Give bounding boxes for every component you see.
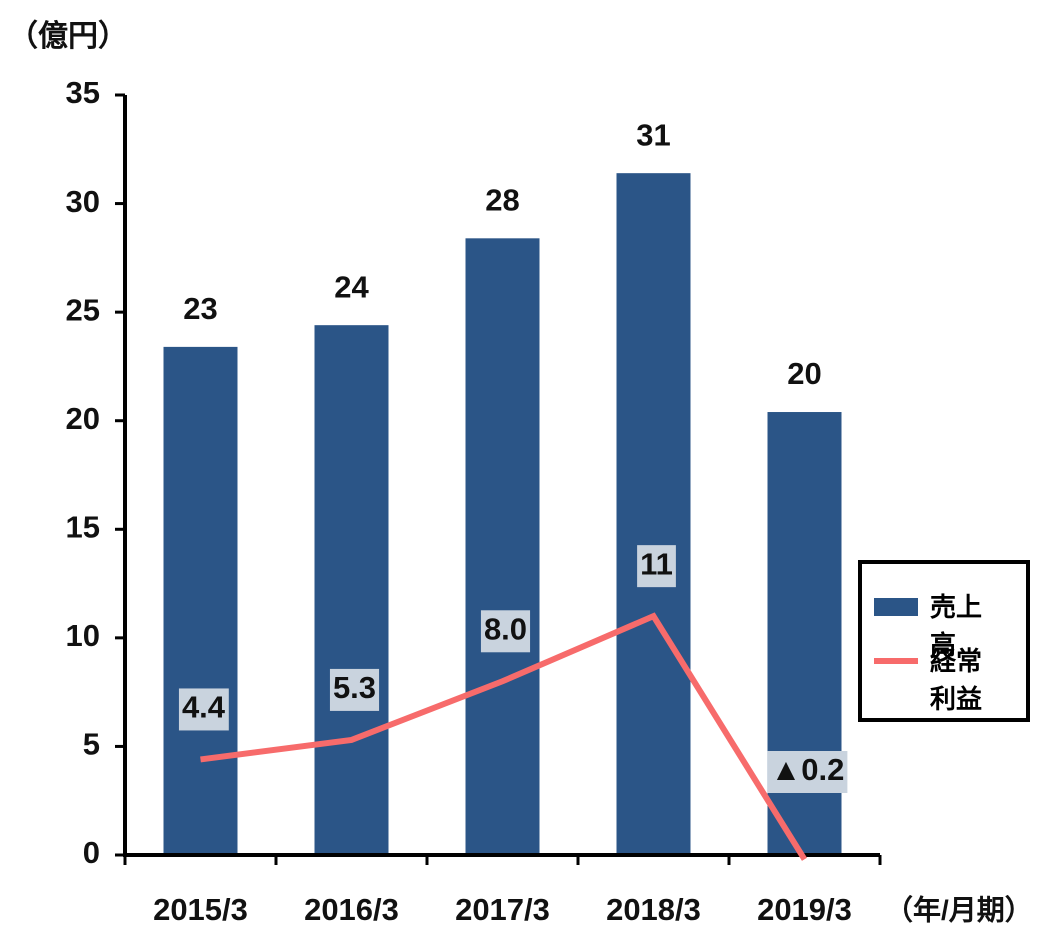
y-tick-label: 0	[83, 835, 100, 870]
x-tick-label: 2015/3	[153, 892, 248, 927]
bar	[465, 238, 540, 856]
label-box	[480, 610, 531, 653]
x-tick-label: 2017/3	[455, 892, 550, 927]
bar-value-label: 31	[636, 117, 670, 152]
y-tick-label: 25	[66, 292, 100, 327]
y-tick-label: 35	[66, 75, 100, 110]
x-tick-label: 2019/3	[757, 892, 852, 927]
bar-value-label: 28	[485, 183, 519, 218]
line-value-label: 4.4	[182, 690, 226, 725]
line-value-label-group: 11	[637, 545, 676, 588]
line-value-label: 11	[640, 546, 673, 581]
legend-swatch	[874, 658, 918, 664]
x-axis-label: （年/月期）	[885, 893, 1033, 925]
label-box	[178, 688, 229, 731]
label-box	[637, 545, 676, 588]
bar	[163, 346, 238, 855]
y-axis-label: （億円）	[8, 19, 128, 53]
legend-item: 売上高	[874, 588, 990, 664]
y-tick-label: 10	[66, 618, 100, 653]
line-value-label-group: 8.0	[480, 610, 531, 653]
bar-value-label: 24	[334, 269, 369, 304]
legend: 売上高 経常利益	[858, 560, 1030, 722]
legend-label: 経常利益	[930, 646, 983, 714]
line-value-label: 8.0	[484, 611, 527, 646]
y-tick-label: 15	[66, 509, 100, 544]
line	[200, 612, 808, 861]
bar	[616, 173, 691, 855]
legend-label: 売上高	[930, 592, 983, 660]
line-value-label: ▲0.2	[771, 752, 845, 787]
legend-item: 経常利益	[874, 642, 990, 718]
y-tick-label: 30	[66, 184, 100, 219]
bar-value-label: 20	[787, 356, 821, 391]
x-tick-label: 2018/3	[606, 892, 701, 927]
bar	[314, 325, 389, 856]
y-tick-label: 20	[66, 401, 100, 436]
label-box	[329, 668, 380, 711]
line-value-label-group: 5.3	[329, 668, 380, 711]
line-value-label-group: ▲0.2	[767, 751, 848, 793]
y-tick-label: 5	[83, 727, 100, 762]
line-value-label: 5.3	[333, 670, 376, 705]
legend-swatch	[874, 598, 918, 616]
label-box	[767, 751, 848, 793]
bar-value-label: 23	[183, 291, 217, 326]
line-value-label-group: 4.4	[178, 688, 229, 731]
x-tick-label: 2016/3	[304, 892, 399, 927]
